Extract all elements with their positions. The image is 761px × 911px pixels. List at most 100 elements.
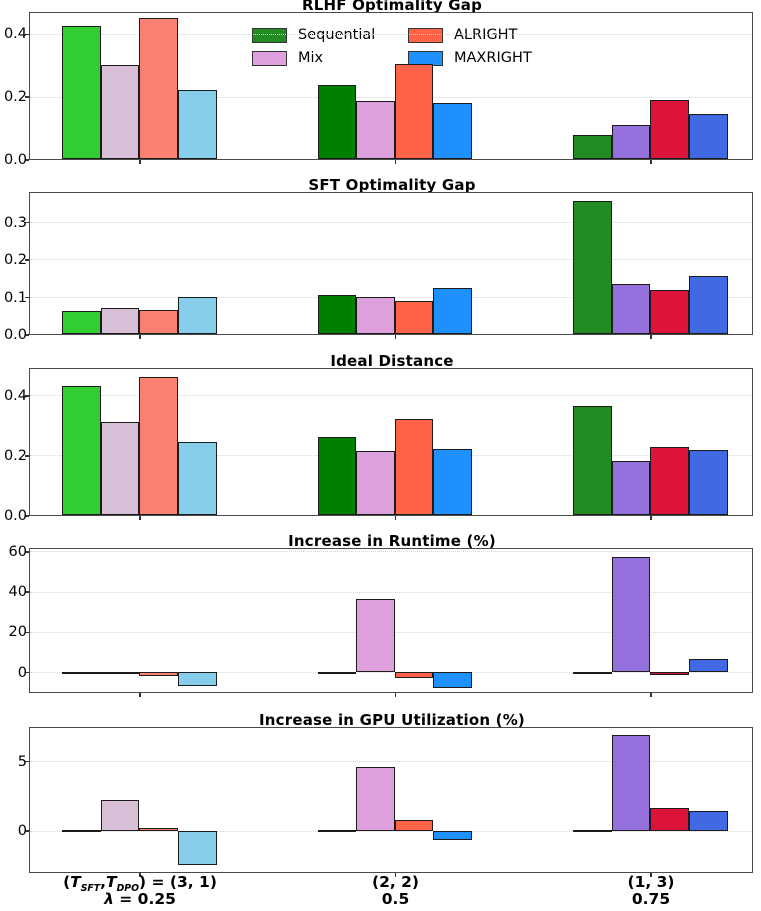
bar-mix-g1 [100,308,140,335]
bar-alright-g1 [139,309,178,335]
bar-alright-g2 [394,672,434,679]
y-tick-label: 0.0 [3,152,27,168]
bar-sequential-g3 [573,134,612,160]
subplot-title-3: Increase in Runtime (%) [288,532,496,550]
bar-alright-g1 [139,828,178,831]
gridline [30,591,753,593]
bar-mix-g2 [356,100,395,160]
legend-label-maxright: MAXRIGHT [454,50,532,66]
subplot-4-axes [29,727,754,874]
y-tick [25,96,29,98]
bar-maxright-g2 [433,448,473,516]
x-tick [139,335,141,339]
bar-maxright-g1 [177,441,217,516]
legend-label-sequential: Sequential [298,27,376,43]
y-tick [25,159,29,161]
x-tick [650,516,652,520]
y-tick-label: 0.4 [3,388,27,405]
y-tick [25,334,29,336]
x-group-label-1-line1: (TSFT,TDPO) = (3, 1) [63,873,217,895]
bar-alright-g1 [139,377,178,516]
y-tick-label: 0.4 [3,26,27,43]
x-tick [394,160,397,164]
y-tick [25,830,29,833]
x-tick [139,873,141,877]
y-tick-label: 60 [8,544,27,560]
y-tick-label: 20 [8,624,27,641]
x-tick [650,160,652,164]
subplot-title-1: SFT Optimality Gap [308,176,476,194]
bar-alright-g2 [394,419,434,516]
bar-mix-g1 [100,672,140,675]
y-tick [25,591,29,594]
x-tick [650,693,652,697]
y-tick [25,33,29,36]
bar-mix-g1 [100,422,140,516]
subplot-0-axes [29,12,754,161]
x-group-label-2-line1: (2, 2) [371,873,420,891]
y-tick [25,515,29,517]
x-group-label-2-line2: 0.5 [381,890,410,908]
y-tick [25,551,29,553]
x-group-label-3-line2: 0.75 [631,890,671,908]
bar-mix-g3 [611,734,651,831]
subplot-title-4: Increase in GPU Utilization (%) [258,711,525,729]
gridline [30,395,753,397]
x-group-label-3-line1: (1, 3) [627,873,675,891]
x-tick [650,335,652,339]
y-tick-label: 0.0 [3,327,27,343]
bar-maxright-g2 [433,102,473,160]
bar-maxright-g3 [688,113,728,160]
subplot-title-2: Ideal Distance [330,352,454,370]
bar-mix-g3 [611,283,651,335]
bar-maxright-g1 [177,90,217,160]
bar-mix-g3 [611,461,651,516]
gridline [30,33,753,35]
gridline [30,259,753,261]
x-tick [394,873,397,877]
gridline [30,551,753,553]
bar-mix-g2 [356,296,395,335]
bar-maxright-g3 [688,275,728,335]
bar-mix-g2 [356,598,395,673]
bar-sequential-g2 [317,295,357,335]
y-tick-label: 0.0 [3,508,27,524]
y-tick-label: 0.2 [3,89,27,106]
y-tick-label: 0.1 [3,289,27,306]
x-group-label-1-line2: λ = 0.25 [104,890,176,908]
bar-sequential-g1 [62,386,101,516]
bar-sequential-g3 [573,672,612,675]
legend-label-alright: ALRIGHT [454,27,518,43]
y-tick [25,296,29,299]
y-tick-label: 0.3 [3,214,27,231]
legend-swatch-sequential [252,27,287,43]
gridline [30,761,753,763]
x-tick [650,873,652,877]
bar-sequential-g3 [573,201,612,335]
bar-mix-g2 [356,766,395,831]
bar-maxright-g2 [433,672,473,689]
y-tick [25,455,29,457]
gridline [30,672,753,674]
bar-maxright-g3 [688,811,728,831]
y-tick-label: 0.2 [3,448,27,465]
legend-swatch-mix [252,50,287,66]
legend-label-mix: Mix [298,50,324,66]
bar-maxright-g2 [433,288,473,335]
y-tick-label: 0 [17,664,27,681]
y-tick-label: 5 [17,753,27,770]
bar-maxright-g3 [688,659,728,673]
y-tick [25,395,29,397]
bar-maxright-g1 [177,830,217,866]
bar-sequential-g2 [317,672,357,675]
x-tick [394,693,397,697]
y-tick [25,760,29,763]
bar-alright-g2 [394,64,434,160]
bar-sequential-g3 [573,405,612,516]
y-tick [25,631,29,634]
gridline [30,830,753,832]
bar-mix-g1 [100,800,140,831]
legend-item-mix: Mix [252,50,323,66]
gridline [30,96,753,98]
bar-sequential-g3 [573,829,612,832]
